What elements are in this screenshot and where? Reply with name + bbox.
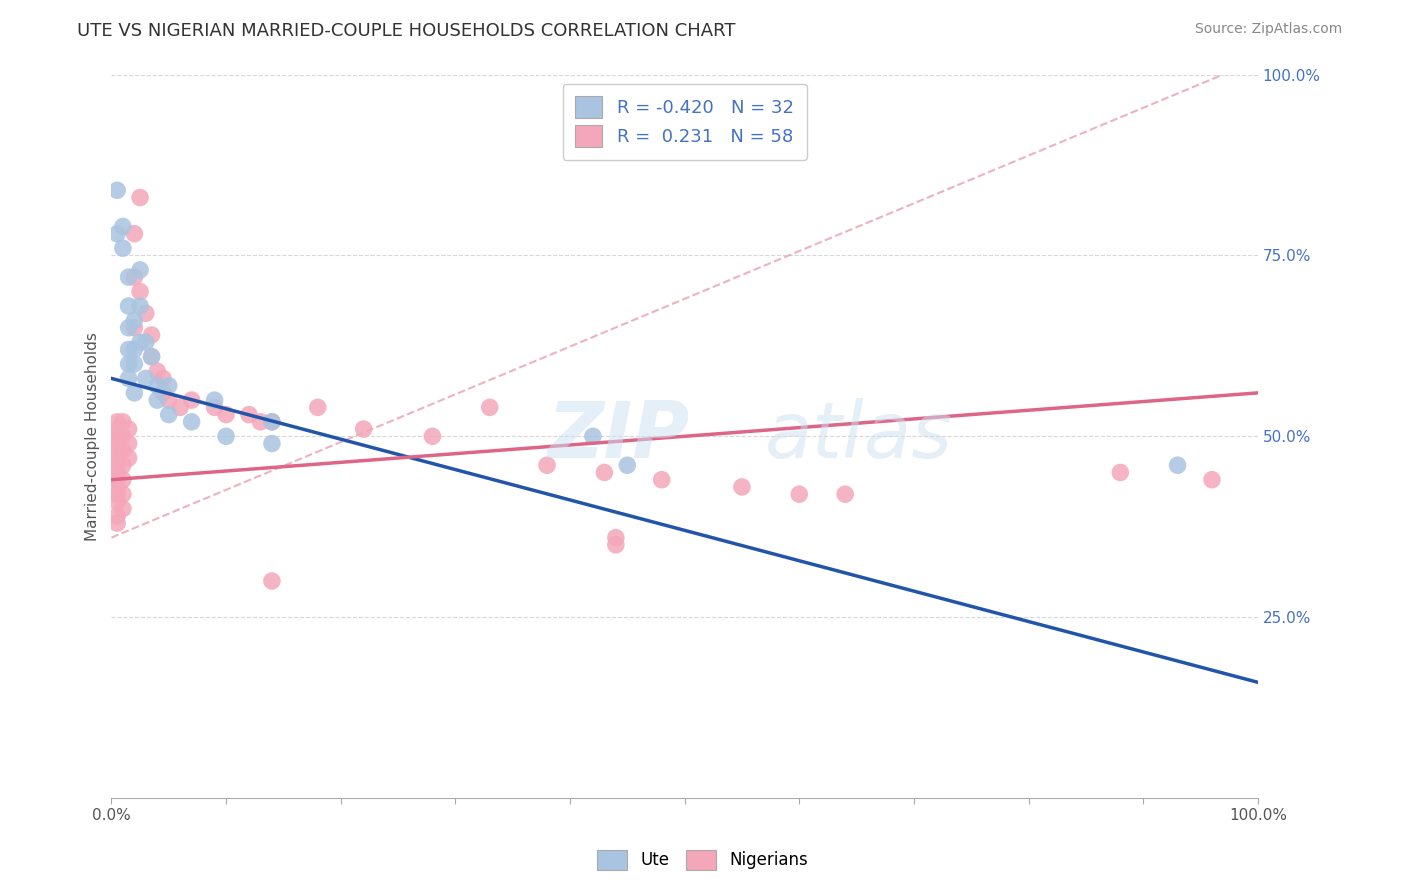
Point (117, 320, 139, 334)
Point (169, 401, 191, 415)
Point (731, 480, 754, 494)
Point (260, 415, 283, 429)
Point (111, 443, 134, 458)
Point (117, 270, 139, 285)
Point (146, 364, 169, 378)
Point (111, 241, 134, 255)
Point (582, 429, 605, 443)
Point (307, 401, 329, 415)
Point (605, 531, 627, 545)
Point (616, 458, 638, 473)
Point (124, 227, 146, 241)
Point (605, 538, 627, 552)
Point (1167, 458, 1189, 473)
Point (422, 429, 444, 443)
Point (141, 350, 163, 364)
Point (124, 320, 146, 334)
Point (105, 473, 128, 487)
Point (105, 443, 128, 458)
Point (834, 487, 856, 501)
Point (204, 401, 226, 415)
Point (536, 458, 558, 473)
Y-axis label: Married-couple Households: Married-couple Households (86, 332, 100, 541)
Point (180, 393, 202, 408)
Point (117, 422, 139, 436)
Text: atlas: atlas (765, 399, 953, 475)
Point (152, 371, 174, 385)
Point (129, 263, 152, 277)
Point (135, 371, 157, 385)
Point (124, 357, 146, 371)
Point (117, 450, 139, 465)
Point (117, 436, 139, 450)
Point (111, 415, 134, 429)
Point (129, 335, 152, 350)
Point (111, 487, 134, 501)
Point (117, 299, 139, 313)
Point (260, 574, 283, 588)
Point (260, 415, 283, 429)
Point (141, 328, 163, 343)
Point (105, 480, 128, 494)
Point (105, 458, 128, 473)
Point (260, 436, 283, 450)
Point (124, 270, 146, 285)
Point (105, 436, 128, 450)
Point (593, 466, 616, 480)
Point (129, 299, 152, 313)
Point (117, 371, 139, 385)
Point (111, 219, 134, 234)
Point (129, 285, 152, 299)
Point (157, 378, 180, 392)
Point (152, 385, 174, 400)
Point (478, 401, 501, 415)
Text: Source: ZipAtlas.com: Source: ZipAtlas.com (1195, 22, 1343, 37)
Point (105, 422, 128, 436)
Point (111, 458, 134, 473)
Point (180, 415, 202, 429)
Point (105, 494, 128, 508)
Point (1109, 466, 1132, 480)
Point (105, 183, 128, 197)
Point (105, 508, 128, 523)
Point (111, 429, 134, 443)
Point (105, 466, 128, 480)
Point (204, 393, 226, 408)
Point (124, 343, 146, 357)
Point (135, 335, 157, 350)
Point (111, 501, 134, 516)
Point (117, 357, 139, 371)
Point (1201, 473, 1223, 487)
Point (353, 422, 375, 436)
Legend: R = -0.420   N = 32, R =  0.231   N = 58: R = -0.420 N = 32, R = 0.231 N = 58 (562, 84, 807, 160)
Point (124, 313, 146, 327)
Point (105, 516, 128, 530)
Text: UTE VS NIGERIAN MARRIED-COUPLE HOUSEHOLDS CORRELATION CHART: UTE VS NIGERIAN MARRIED-COUPLE HOUSEHOLD… (77, 22, 735, 40)
Point (146, 393, 169, 408)
Point (249, 415, 271, 429)
Point (157, 408, 180, 422)
Point (215, 408, 238, 422)
Point (105, 429, 128, 443)
Point (157, 393, 180, 408)
Point (111, 473, 134, 487)
Point (105, 415, 128, 429)
Text: ZIP: ZIP (547, 399, 689, 475)
Point (146, 378, 169, 392)
Point (117, 343, 139, 357)
Point (105, 450, 128, 465)
Point (651, 473, 673, 487)
Point (215, 429, 238, 443)
Point (238, 408, 260, 422)
Point (787, 487, 810, 501)
Point (105, 227, 128, 241)
Point (129, 190, 152, 204)
Point (141, 350, 163, 364)
Legend: Ute, Nigerians: Ute, Nigerians (591, 843, 815, 877)
Point (135, 306, 157, 320)
Point (124, 385, 146, 400)
Point (105, 487, 128, 501)
